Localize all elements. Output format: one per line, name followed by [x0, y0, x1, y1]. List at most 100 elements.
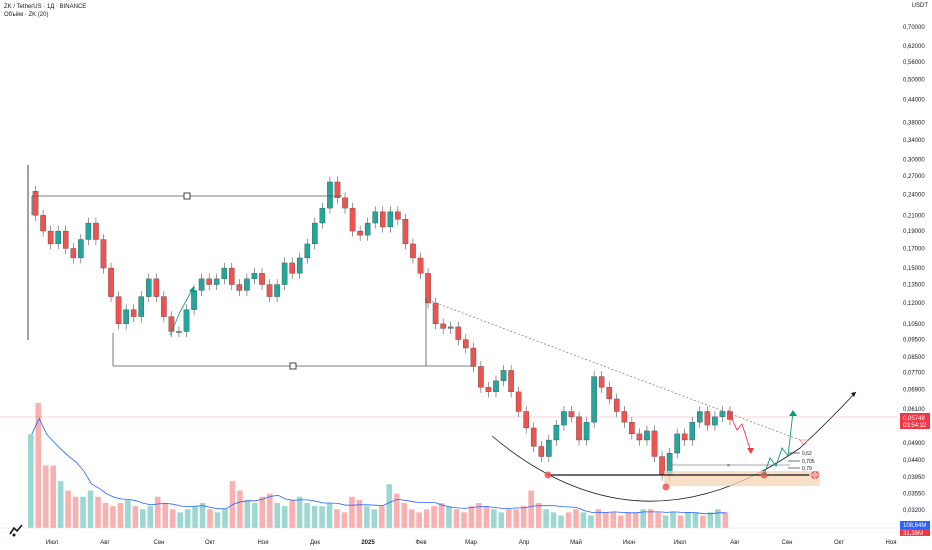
volume-bar: [677, 515, 684, 528]
fib-target-icon: [799, 439, 809, 446]
low-marker-1[interactable]: [544, 471, 552, 479]
candle-body: [342, 197, 348, 209]
volume-indicator-line: Объём · ZK (20): [4, 12, 49, 18]
volume-bar: [647, 509, 654, 528]
candle-body: [55, 230, 61, 245]
candle-body: [379, 211, 386, 228]
price-tick-label: 0,03550: [903, 492, 925, 498]
volume-bar: [95, 496, 101, 528]
volume-bar: [655, 512, 661, 528]
candle-body: [500, 370, 507, 381]
candle-body: [319, 207, 326, 224]
time-tick-label: Ноя: [886, 540, 897, 546]
time-tick-label: Сен: [782, 540, 793, 546]
rally-arrow[interactable]: [169, 289, 193, 336]
volume-bar: [401, 503, 408, 528]
candle-body: [32, 191, 39, 216]
candle-body: [644, 430, 650, 441]
candle-body: [40, 215, 46, 232]
price-tick-label: 0,62000: [903, 44, 925, 50]
candle-body: [598, 376, 605, 388]
current-price-value: 0,05749: [903, 416, 925, 422]
candle-body: [93, 222, 99, 240]
volume-bar: [438, 503, 445, 528]
drawings-layer[interactable]: × 0,62 0,705 0,79: [0, 165, 897, 502]
volume-bar: [483, 506, 490, 528]
price-tick-label: 0,12000: [903, 301, 925, 307]
candle-body: [168, 316, 175, 332]
bearish-path[interactable]: [727, 409, 752, 453]
candle-body: [289, 262, 295, 274]
volume-bar: [632, 512, 639, 528]
volume-bar: [461, 512, 467, 528]
descending-trendline[interactable]: [427, 299, 801, 441]
volume-bar: [408, 509, 415, 528]
price-tick-label: 0,34000: [903, 138, 925, 144]
price-tick-label: 0,06100: [903, 407, 925, 413]
rounding-bottom-curve[interactable]: [491, 391, 857, 502]
candle-body: [191, 290, 197, 310]
candle-body: [236, 284, 243, 291]
volume-bar: [140, 509, 146, 528]
volume-bar: [371, 509, 378, 528]
volume-bar: [588, 515, 594, 528]
candle-body: [689, 422, 696, 441]
volume-bar: [670, 512, 676, 528]
range-bottom-handle[interactable]: [289, 362, 297, 370]
price-tick-label: 0,21000: [903, 213, 925, 219]
volume-ma-tag: [900, 529, 930, 536]
volume-bar: [147, 506, 154, 528]
volume-bar: [603, 512, 609, 528]
volume-bar: [535, 503, 542, 528]
candle-body: [85, 222, 92, 240]
candle-body: [138, 296, 145, 317]
tradingview-logo-icon[interactable]: [8, 522, 24, 538]
volume-bar: [580, 512, 587, 528]
candle-body: [123, 309, 129, 325]
candle-body: [447, 326, 454, 329]
time-axis[interactable]: Июл Авг Сен Окт Ноя Дек 2025 Фев Мар Апр Май Июн Июл…: [46, 539, 897, 546]
volume-bar: [558, 515, 564, 528]
bullish-path[interactable]: [763, 411, 794, 476]
candle-body: [198, 278, 205, 291]
price-tick-label: 0,03200: [903, 508, 925, 514]
candle-body: [221, 267, 228, 280]
volume-bar: [42, 465, 49, 528]
crosshair-target-icon[interactable]: [809, 469, 821, 481]
candle-body: [530, 427, 537, 447]
volume-bar: [334, 509, 340, 528]
volume-bar: [87, 490, 94, 528]
candle-body: [312, 222, 318, 245]
candle-body: [568, 411, 575, 417]
volume-bar: [244, 499, 251, 528]
volume-bar: [513, 509, 520, 528]
candle-body: [659, 456, 665, 476]
volume-bar: [326, 503, 333, 528]
time-tick-label: Авг: [730, 540, 740, 546]
quote-currency-label[interactable]: USDT: [911, 3, 928, 9]
time-tick-label: Мар: [465, 540, 477, 546]
price-tick-label: 0,19000: [903, 229, 925, 235]
time-tick-label: Сен: [154, 540, 165, 546]
candle-body: [70, 248, 77, 259]
candles-layer: [32, 176, 733, 481]
range-top-handle[interactable]: [183, 192, 191, 200]
candle-body: [546, 439, 552, 457]
volume-value: 108,64M: [903, 523, 926, 529]
candle-body: [561, 411, 567, 426]
volume-bar: [252, 503, 258, 528]
volume-bar: [349, 496, 355, 528]
time-tick-label: Июл: [674, 540, 687, 546]
rally-arrowhead: [189, 286, 195, 293]
volume-bar: [491, 509, 497, 528]
candle-countdown: 03:54:32: [903, 423, 927, 429]
price-tick-label: 0,04400: [903, 458, 925, 464]
candle-body: [176, 331, 182, 333]
bearish-path-arrowhead: [747, 448, 754, 454]
demand-zone[interactable]: [664, 471, 820, 486]
price-tick-label: 0,04900: [903, 441, 925, 447]
price-axis[interactable]: 0,70000 0,62000 0,56000 0,50000 0,44000 0,380…: [903, 25, 925, 514]
price-tick-label: 0,03950: [903, 475, 925, 481]
low-marker-2[interactable]: [662, 483, 670, 491]
